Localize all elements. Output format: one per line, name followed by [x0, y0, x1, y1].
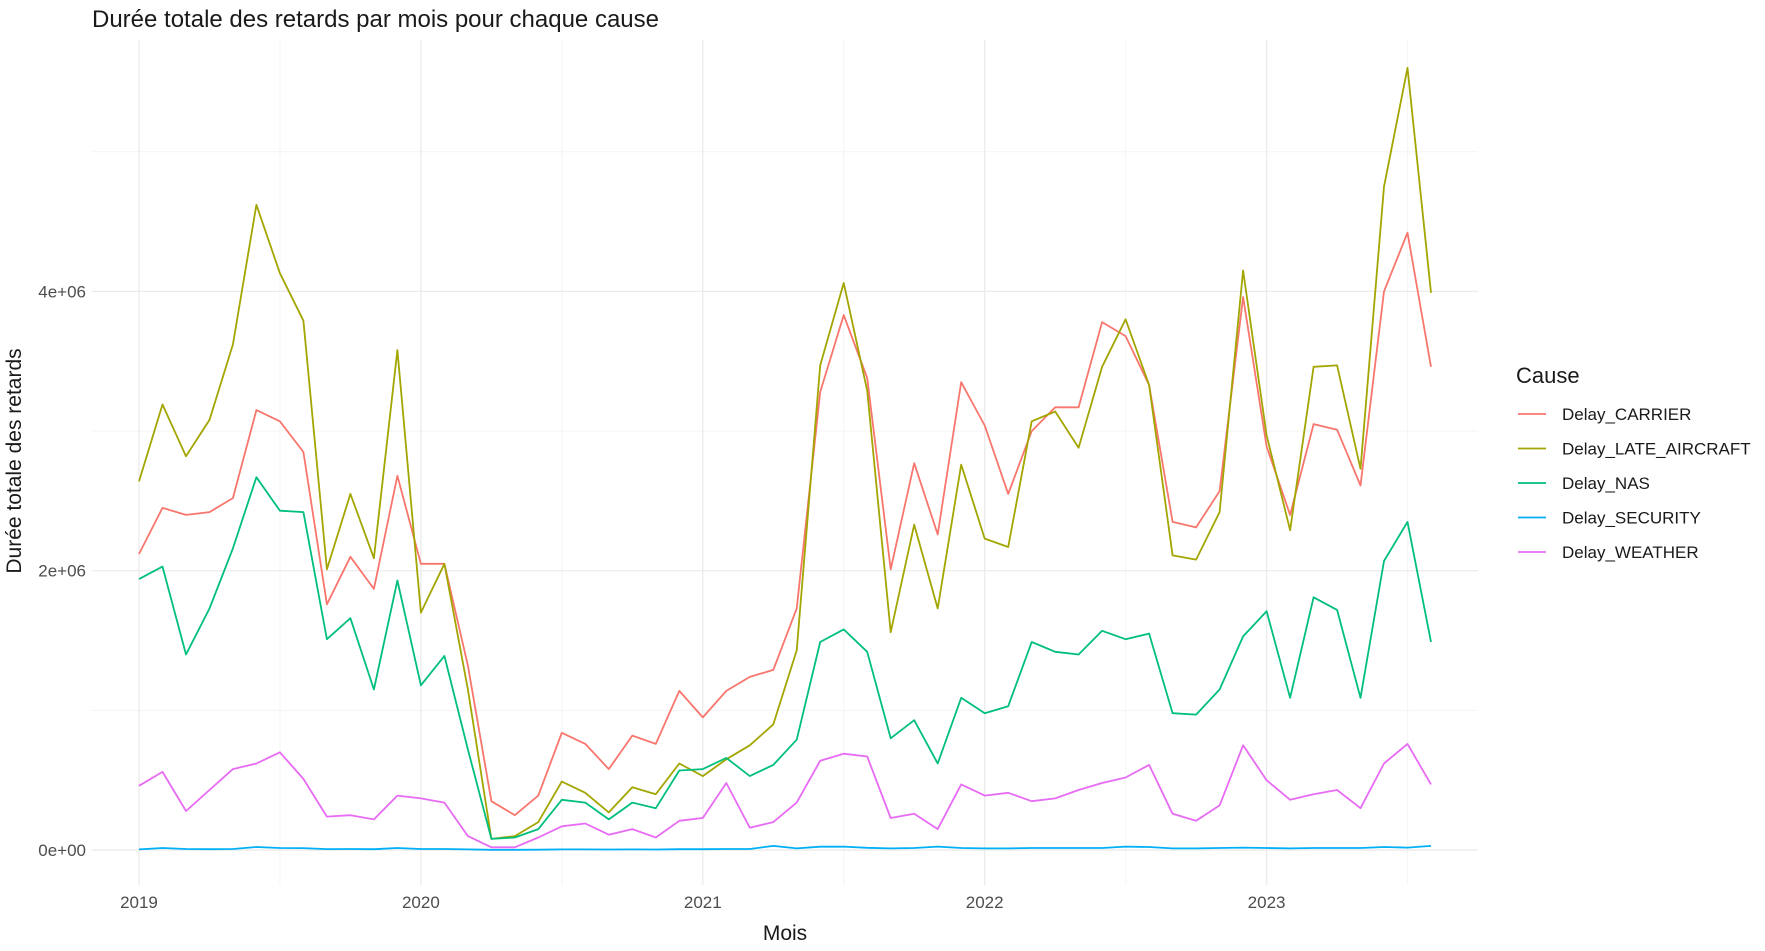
series-line-delay-weather — [138, 743, 1432, 849]
x-axis-ticks: 2019 2020 2021 2022 2023 — [120, 893, 1285, 912]
x-axis-title: Mois — [763, 922, 807, 945]
legend-label: Delay_WEATHER — [1562, 543, 1699, 562]
series-line-delay-security — [138, 845, 1432, 851]
x-tick-label: 2020 — [402, 893, 440, 912]
legend-label: Delay_CARRIER — [1562, 405, 1691, 424]
x-tick-label: 2021 — [684, 893, 722, 912]
y-axis-title: Durée totale des retards — [3, 348, 26, 573]
legend-label: Delay_SECURITY — [1562, 509, 1701, 528]
y-axis-ticks: 0e+00 2e+06 4e+06 — [38, 282, 86, 860]
grid — [92, 40, 1478, 885]
series-line-delay-nas — [138, 476, 1432, 840]
legend: Cause Delay_CARRIER Delay_LATE_AIRCRAFT De… — [1516, 363, 1751, 562]
y-tick-label: 0e+00 — [38, 841, 86, 860]
legend-label: Delay_LATE_AIRCRAFT — [1562, 440, 1751, 459]
series-lines — [138, 67, 1432, 851]
series-line-delay-late-aircraft — [138, 67, 1432, 840]
series-line-delay-carrier — [138, 231, 1432, 817]
y-tick-label: 2e+06 — [38, 562, 86, 581]
x-tick-label: 2019 — [120, 893, 158, 912]
legend-title: Cause — [1516, 363, 1580, 388]
x-tick-label: 2023 — [1248, 893, 1286, 912]
chart-title: Durée totale des retards par mois pour c… — [92, 6, 659, 33]
y-tick-label: 4e+06 — [38, 282, 86, 301]
x-tick-label: 2022 — [966, 893, 1004, 912]
legend-label: Delay_NAS — [1562, 474, 1650, 493]
